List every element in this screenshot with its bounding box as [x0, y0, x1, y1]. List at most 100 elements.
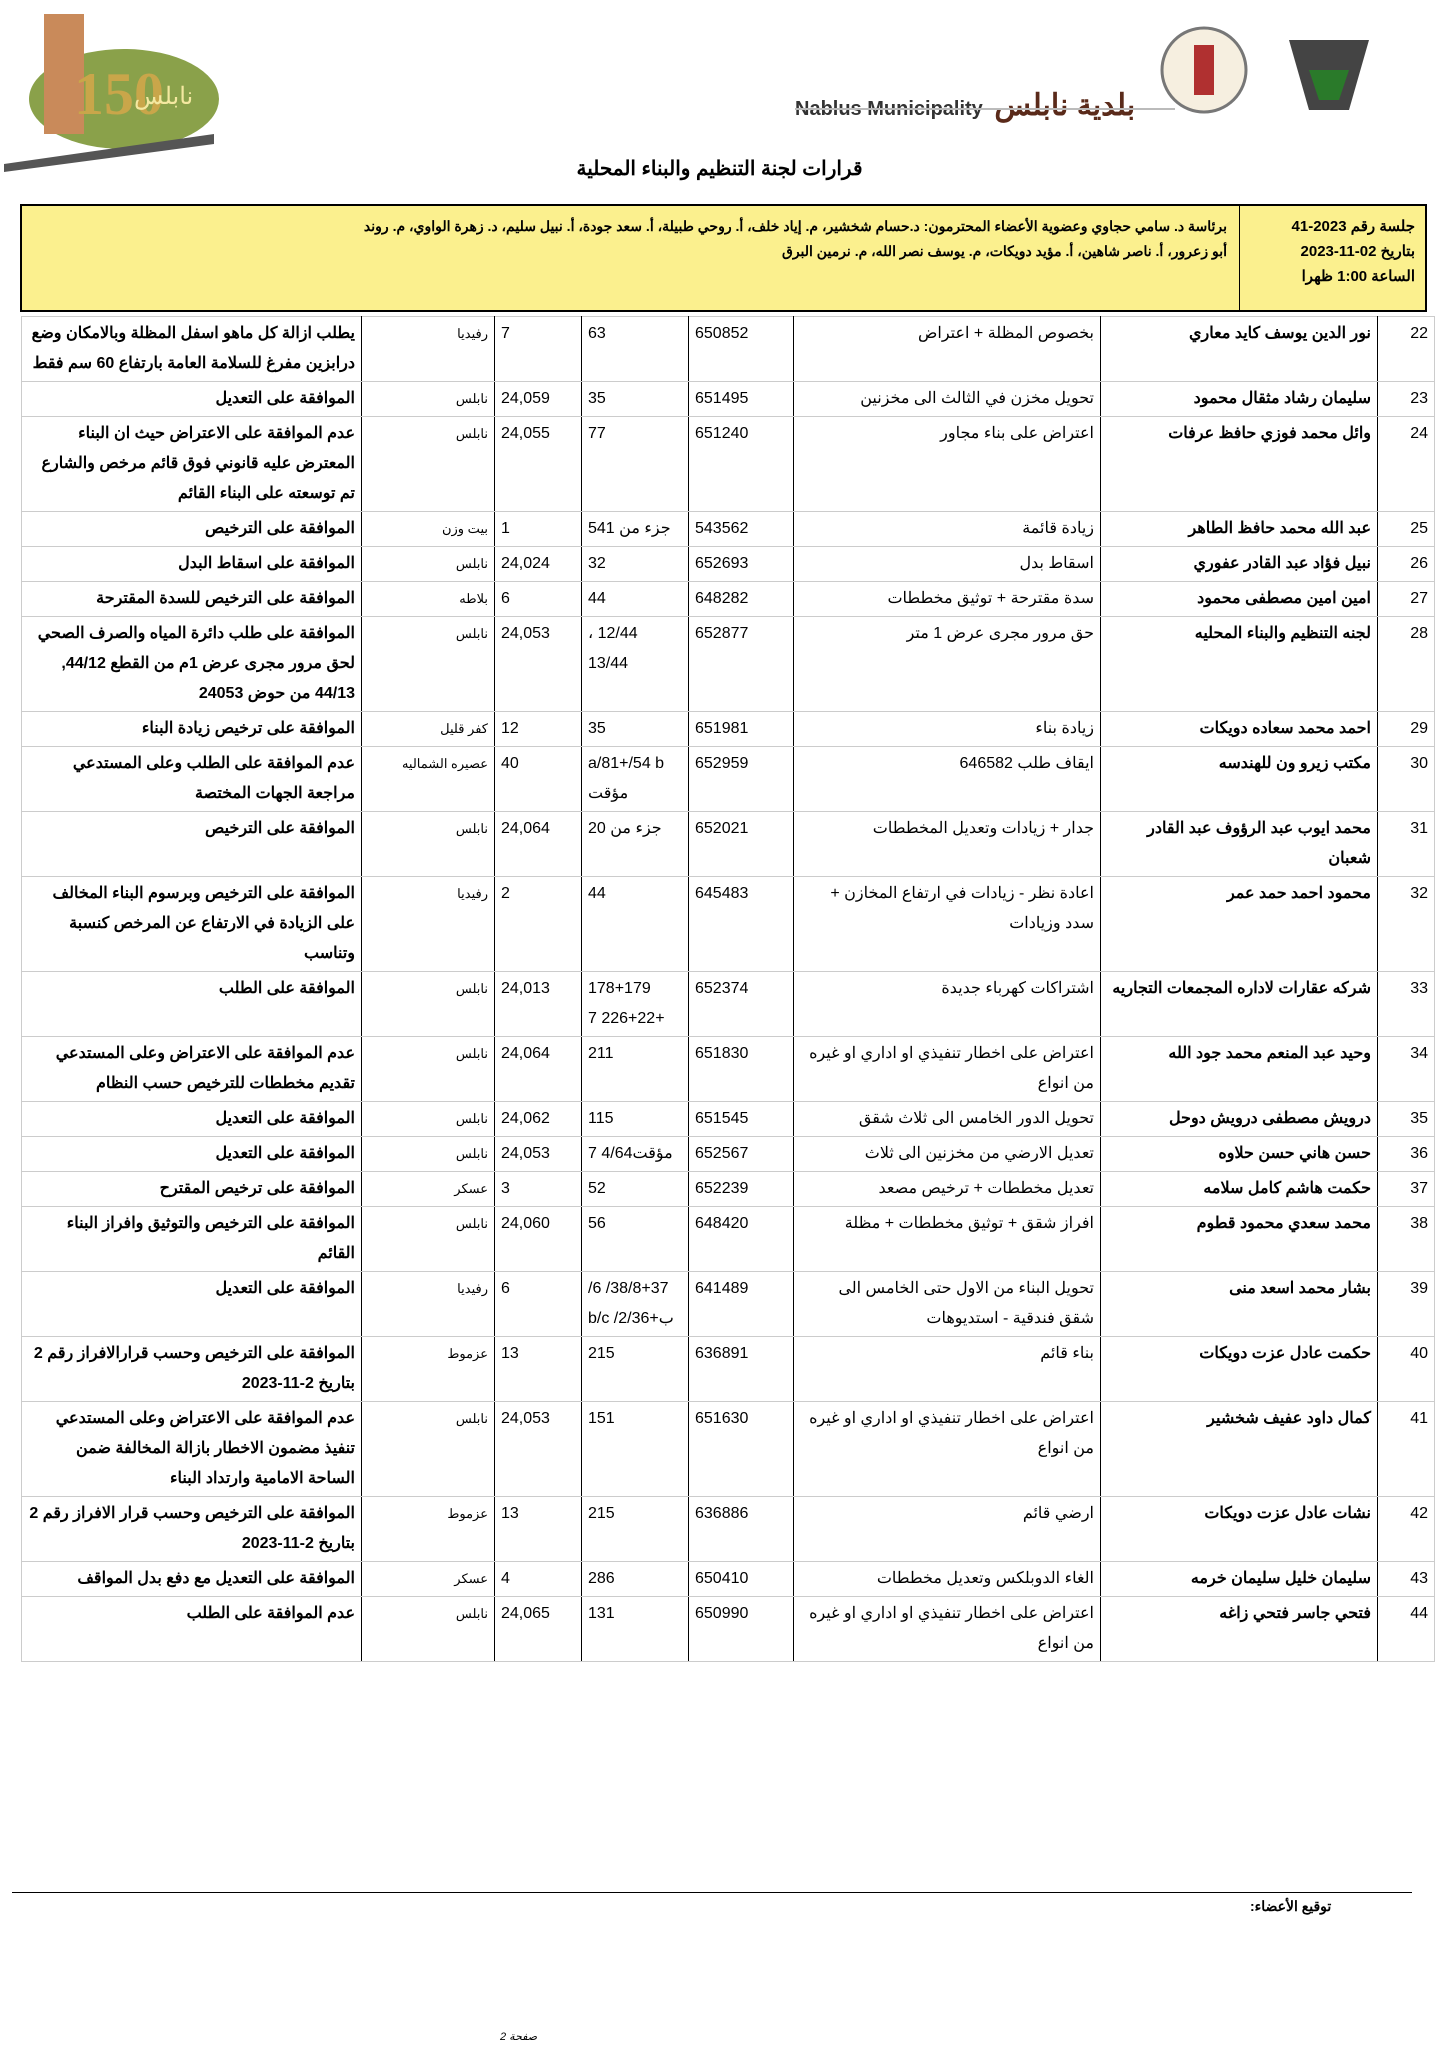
decision: يطلب ازالة كل ماهو اسفل المظلة وبالامكان… — [21, 316, 362, 382]
parcel: جزء من 20 — [581, 811, 689, 877]
decision: الموافقة على الترخيص والتوثيق وافراز الب… — [21, 1206, 362, 1272]
basin: 24,059 — [494, 381, 582, 417]
subject: بخصوص المظلة + اعتراض — [793, 316, 1101, 382]
page-number: صفحة 2 — [500, 2031, 538, 2043]
basin: 24,053 — [494, 1401, 582, 1497]
row-number: 23 — [1377, 381, 1435, 417]
location: عسكر — [361, 1561, 495, 1597]
decision: الموافقة على التعديل مع دفع بدل المواقف — [21, 1561, 362, 1597]
decision: عدم الموافقة على الاعتراض وعلى المستدعي … — [21, 1401, 362, 1497]
subject: سدة مقترحة + توثيق مخططات — [793, 581, 1101, 617]
table-row: 28 لجنه التنظيم والبناء المحليه حق مرور مج… — [21, 616, 1435, 712]
row-number: 36 — [1377, 1136, 1435, 1172]
parcel: 286 — [581, 1561, 689, 1597]
basin: 4 — [494, 1561, 582, 1597]
location: رفيديا — [361, 876, 495, 972]
applicant-name: وائل محمد فوزي حافظ عرفات — [1100, 416, 1378, 512]
brand-ar: بلدية نابلس — [994, 89, 1136, 122]
row-number: 35 — [1377, 1101, 1435, 1137]
parcel: 44 — [581, 581, 689, 617]
row-number: 22 — [1377, 316, 1435, 382]
parcel: 35 — [581, 711, 689, 747]
applicant-name: احمد محمد سعاده دويكات — [1100, 711, 1378, 747]
row-number: 27 — [1377, 581, 1435, 617]
basin: 24,062 — [494, 1101, 582, 1137]
application-number: 652959 — [688, 746, 794, 812]
parcel: 77 — [581, 416, 689, 512]
application-number: 636886 — [688, 1496, 794, 1562]
basin: 24,064 — [494, 811, 582, 877]
decision: الموافقة على ترخيص زيادة البناء — [21, 711, 362, 747]
applicant-name: فتحي جاسر فتحي زاغه — [1100, 1596, 1378, 1662]
subject: اشتراكات كهرباء جديدة — [793, 971, 1101, 1037]
decision: عدم الموافقة على الطلب وعلى المستدعي مرا… — [21, 746, 362, 812]
subject: اعتراض على بناء مجاور — [793, 416, 1101, 512]
subject: اعتراض على اخطار تنفيذي او اداري او غيره… — [793, 1036, 1101, 1102]
location: نابلس — [361, 616, 495, 712]
table-row: 25 عبد الله محمد حافظ الطاهر زيادة قائمة 54… — [21, 511, 1435, 547]
table-row: 33 شركه عقارات لاداره المجمعات التجاريه اش… — [21, 971, 1435, 1037]
basin: 24,055 — [494, 416, 582, 512]
location: عسكر — [361, 1171, 495, 1207]
subject: اسقاط بدل — [793, 546, 1101, 582]
location: رفيديا — [361, 316, 495, 382]
applicant-name: حكمت عادل عزت دويكات — [1100, 1336, 1378, 1402]
applicant-name: حسن هاني حسن حلاوه — [1100, 1136, 1378, 1172]
subject: حق مرور مجرى عرض 1 متر — [793, 616, 1101, 712]
subject: زيادة قائمة — [793, 511, 1101, 547]
table-row: 34 وحيد عبد المنعم محمد جود الله اعتراض عل… — [21, 1036, 1435, 1102]
row-number: 40 — [1377, 1336, 1435, 1402]
application-number: 652693 — [688, 546, 794, 582]
parcel: 63 — [581, 316, 689, 382]
members-line: برئاسة د. سامي حجاوي وعضوية الأعضاء المح… — [363, 218, 1227, 234]
location: نابلس — [361, 1101, 495, 1137]
row-number: 37 — [1377, 1171, 1435, 1207]
decision: الموافقة على الترخيص للسدة المقترحة — [21, 581, 362, 617]
location: نابلس — [361, 1036, 495, 1102]
location: نابلس — [361, 416, 495, 512]
decision: الموافقة على التعديل — [21, 1136, 362, 1172]
table-row: 23 سليمان رشاد مثقال محمود تحويل مخزن في ا… — [21, 381, 1435, 417]
decision: الموافقة على التعديل — [21, 1101, 362, 1137]
decisions-table: 22 نور الدين يوسف كايد معاري بخصوص المظلة … — [21, 316, 1435, 1662]
row-number: 30 — [1377, 746, 1435, 812]
subject: تعديل مخططات + ترخيص مصعد — [793, 1171, 1101, 1207]
table-row: 37 حكمت هاشم كامل سلامه تعديل مخططات + ترخ… — [21, 1171, 1435, 1207]
application-number: 648420 — [688, 1206, 794, 1272]
table-row: 35 درويش مصطفى درويش دوحل تحويل الدور الخا… — [21, 1101, 1435, 1137]
basin: 40 — [494, 746, 582, 812]
subject: ارضي قائم — [793, 1496, 1101, 1562]
row-number: 42 — [1377, 1496, 1435, 1562]
row-number: 41 — [1377, 1401, 1435, 1497]
basin: 6 — [494, 581, 582, 617]
parcel: 178+179 +226+22 7 — [581, 971, 689, 1037]
decision: الموافقة على الترخيص — [21, 811, 362, 877]
location: نابلس — [361, 1401, 495, 1497]
row-number: 33 — [1377, 971, 1435, 1037]
row-number: 39 — [1377, 1271, 1435, 1337]
table-row: 38 محمد سعدي محمود قطوم افراز شقق + توثيق … — [21, 1206, 1435, 1272]
applicant-name: امين امين مصطفى محمود — [1100, 581, 1378, 617]
location: نابلس — [361, 546, 495, 582]
basin: 7 — [494, 316, 582, 382]
decision: الموافقة على التعديل — [21, 381, 362, 417]
application-number: 652877 — [688, 616, 794, 712]
row-number: 29 — [1377, 711, 1435, 747]
decision: الموافقة على الطلب — [21, 971, 362, 1037]
subject: جدار + زيادات وتعديل المخططات — [793, 811, 1101, 877]
page-title: قرارات لجنة التنظيم والبناء المحلية — [576, 158, 863, 180]
location: نابلس — [361, 1596, 495, 1662]
application-number: 651630 — [688, 1401, 794, 1497]
applicant-name: نشات عادل عزت دويكات — [1100, 1496, 1378, 1562]
basin: 13 — [494, 1496, 582, 1562]
location: نابلس — [361, 1206, 495, 1272]
location: نابلس — [361, 381, 495, 417]
parcel: a/81+/54 b مؤقت — [581, 746, 689, 812]
applicant-name: درويش مصطفى درويش دوحل — [1100, 1101, 1378, 1137]
row-number: 31 — [1377, 811, 1435, 877]
table-row: 26 نبيل فؤاد عبد القادر عفوري اسقاط بدل 652… — [21, 546, 1435, 582]
session-date: بتاريخ 02-11-2023 — [1300, 243, 1415, 260]
parcel: 35 — [581, 381, 689, 417]
parcel: 56 — [581, 1206, 689, 1272]
application-number: 652374 — [688, 971, 794, 1037]
